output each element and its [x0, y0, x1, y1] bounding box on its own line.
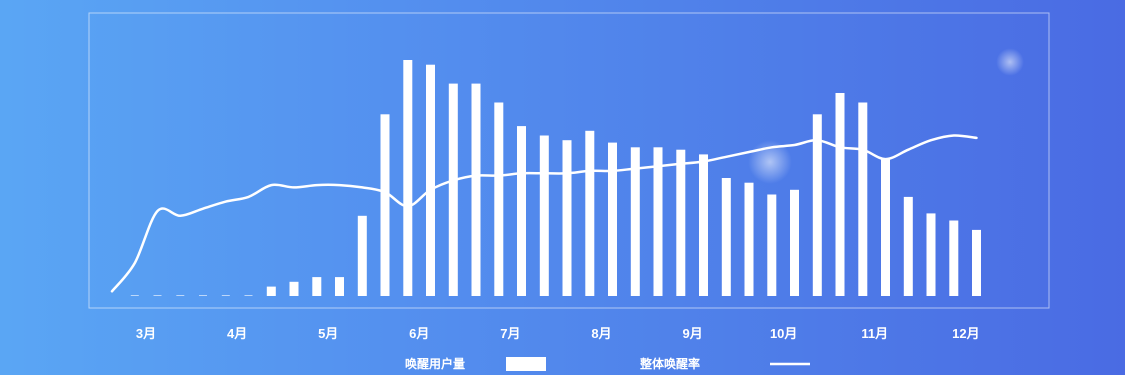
bar	[403, 60, 413, 296]
bar	[903, 196, 913, 296]
bar	[721, 178, 731, 296]
bar	[744, 182, 754, 296]
x-tick-label: 11月	[861, 326, 888, 341]
bar	[926, 213, 936, 296]
plot-frame	[88, 12, 1050, 309]
x-tick-label: 9月	[682, 326, 702, 341]
legend: 唤醒用户量 整体唤醒率	[405, 356, 810, 371]
bar	[380, 114, 390, 296]
bar	[539, 135, 549, 296]
bar	[562, 140, 572, 296]
x-tick-label: 8月	[591, 326, 611, 341]
bar	[699, 154, 708, 296]
bar	[471, 83, 481, 296]
bar	[289, 281, 299, 296]
x-tick-label: 5月	[318, 326, 338, 341]
bar	[357, 215, 367, 296]
bar	[881, 159, 890, 296]
bar	[767, 194, 777, 296]
x-tick-label: 12月	[952, 326, 979, 341]
x-tick-label: 4月	[227, 326, 247, 341]
x-tick-label: 10月	[770, 326, 797, 341]
bar	[972, 229, 981, 296]
bar	[858, 102, 868, 296]
bar	[790, 189, 799, 296]
x-tick-label: 6月	[409, 326, 429, 341]
x-tick-label: 7月	[500, 326, 520, 341]
x-axis-labels: 3月 4月 5月 6月 7月 8月 9月 10月 11月 12月	[136, 326, 980, 341]
bar	[949, 220, 959, 296]
legend-swatch-bars	[506, 357, 546, 371]
bar	[630, 147, 640, 296]
legend-label-line: 整体唤醒率	[639, 356, 700, 371]
bar	[653, 147, 663, 296]
legend-label-bars: 唤醒用户量	[405, 356, 465, 371]
bar	[426, 64, 435, 296]
bar	[266, 286, 276, 296]
rate-line	[110, 134, 978, 293]
bar	[517, 126, 526, 296]
bar	[494, 102, 504, 296]
x-tick-label: 3月	[136, 326, 156, 341]
bar	[312, 277, 322, 296]
bar	[835, 93, 845, 296]
bar	[335, 277, 344, 296]
bar-series	[266, 60, 981, 296]
bar	[585, 130, 595, 296]
bar	[608, 142, 617, 296]
bar	[448, 83, 458, 296]
bar	[812, 114, 822, 296]
bar	[676, 149, 686, 296]
